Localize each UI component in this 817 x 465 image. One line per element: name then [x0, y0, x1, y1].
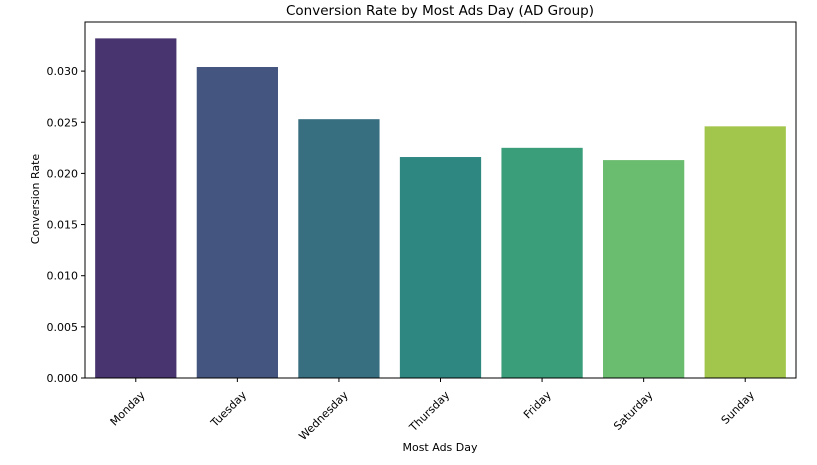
bar-saturday [603, 160, 685, 378]
bar-wednesday [298, 119, 380, 379]
bar-sunday [704, 126, 786, 378]
bar-monday [95, 38, 177, 379]
bar-tuesday [196, 67, 278, 378]
y-tick-label: 0.000 [47, 372, 79, 385]
bar-friday [501, 147, 583, 378]
bar-thursday [399, 157, 482, 378]
x-tick-label-friday: Friday [521, 388, 554, 421]
chart-title: Conversion Rate by Most Ads Day (AD Grou… [286, 3, 594, 19]
y-tick-label: 0.005 [47, 321, 79, 334]
y-tick-label: 0.010 [47, 270, 79, 283]
x-axis-title: Most Ads Day [402, 441, 478, 454]
plot-area: 0.000 0.005 0.010 0.015 0.020 0.025 0.030 Monda… [47, 21, 797, 443]
x-tick-label-wednesday: Wednesday [296, 388, 351, 443]
y-tick-label: 0.025 [47, 116, 79, 129]
y-tick-label: 0.015 [47, 219, 79, 232]
x-tick-label-tuesday: Tuesday [208, 388, 250, 430]
x-tick-label-saturday: Saturday [611, 388, 656, 433]
x-tick-label-thursday: Thursday [406, 388, 452, 434]
y-tick-label: 0.030 [47, 65, 79, 78]
x-tick-label-monday: Monday [108, 388, 148, 428]
y-axis-title: Conversion Rate [29, 154, 42, 245]
x-tick-label-sunday: Sunday [719, 388, 758, 427]
y-tick-label: 0.020 [47, 167, 79, 180]
